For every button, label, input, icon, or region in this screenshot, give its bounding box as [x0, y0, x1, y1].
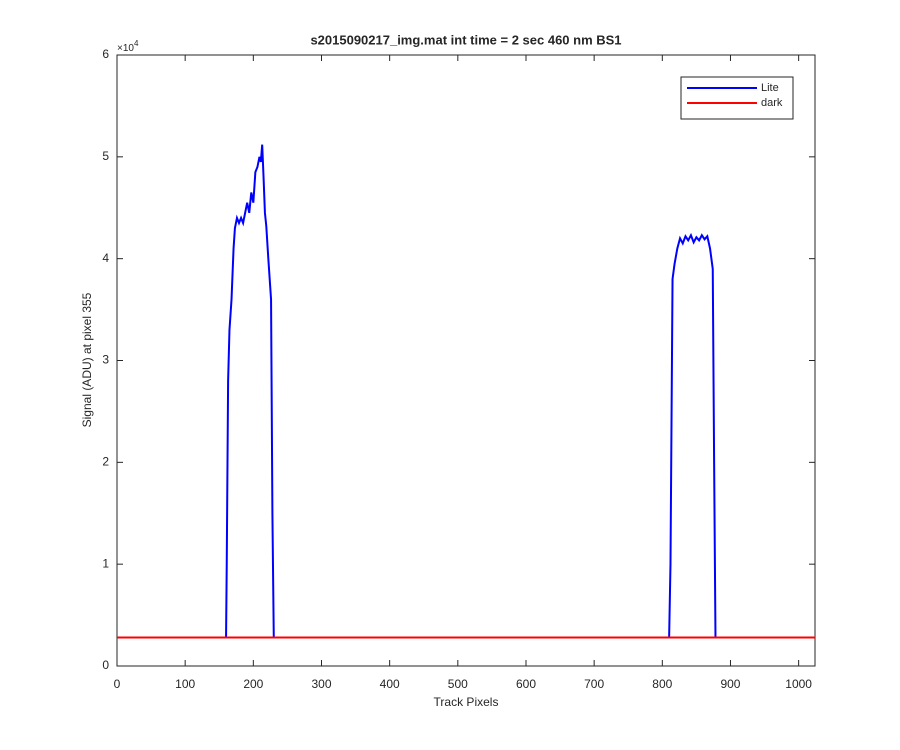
x-tick-label: 500: [448, 677, 468, 691]
x-tick-label: 600: [516, 677, 536, 691]
y-tick-label: 5: [102, 149, 109, 163]
x-tick-label: 700: [584, 677, 604, 691]
y-axis-label: Signal (ADU) at pixel 355: [80, 292, 94, 427]
y-multiplier-exponent: 4: [134, 39, 139, 48]
y-tick-label: 3: [102, 353, 109, 367]
x-tick-label: 100: [175, 677, 195, 691]
y-multiplier: ×104: [117, 39, 139, 54]
x-tick-label: 1000: [785, 677, 812, 691]
x-tick-label: 900: [720, 677, 740, 691]
y-tick-label: 0: [102, 658, 109, 672]
legend-label: Lite: [761, 82, 779, 94]
x-tick-label: 200: [243, 677, 263, 691]
x-tick-label: 300: [311, 677, 331, 691]
plot-area: [116, 54, 816, 667]
y-tick-label: 2: [102, 455, 109, 469]
x-tick-label: 0: [114, 677, 121, 691]
y-multiplier-base: ×10: [117, 43, 134, 54]
line-series: [117, 144, 815, 639]
y-tick-label: 6: [102, 47, 109, 61]
legend-box: [680, 76, 794, 120]
x-axis-label: Track Pixels: [434, 695, 499, 709]
y-tick-label: 4: [102, 251, 109, 265]
x-tick-label: 800: [652, 677, 672, 691]
legend-label: dark: [761, 97, 783, 109]
x-tick-label: 400: [380, 677, 400, 691]
chart-title: s2015090217_img.mat int time = 2 sec 460…: [310, 32, 621, 47]
y-tick-label: 1: [102, 556, 109, 570]
